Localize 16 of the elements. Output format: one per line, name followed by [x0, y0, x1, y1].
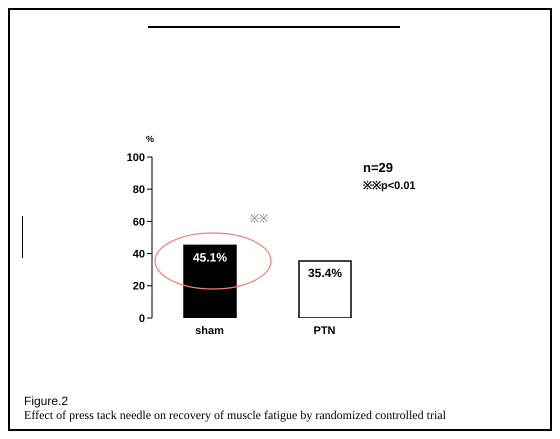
y-tick-label: 100: [126, 152, 145, 164]
data-label: 45.1%: [192, 250, 228, 264]
text: Figure.2: [24, 394, 68, 408]
y-axis-title: %: [146, 134, 154, 144]
text: Effect of press tack needle on recovery of muscle fatigue by randomized controlled trial: [24, 408, 447, 422]
x-tick-label: PTN: [314, 324, 336, 337]
annotation: n=29: [363, 160, 393, 175]
annotation: ※※p<0.01: [363, 179, 416, 192]
x-tick-label: sham: [195, 324, 224, 337]
annotation: ※※: [250, 212, 268, 225]
y-tick-label: 40: [132, 248, 145, 261]
y-tick-label: 0: [138, 312, 145, 325]
y-tick-label: 20: [132, 280, 145, 293]
y-tick-label: 60: [132, 216, 145, 228]
data-label: 35.4%: [308, 266, 342, 280]
y-tick-label: 80: [132, 184, 145, 196]
